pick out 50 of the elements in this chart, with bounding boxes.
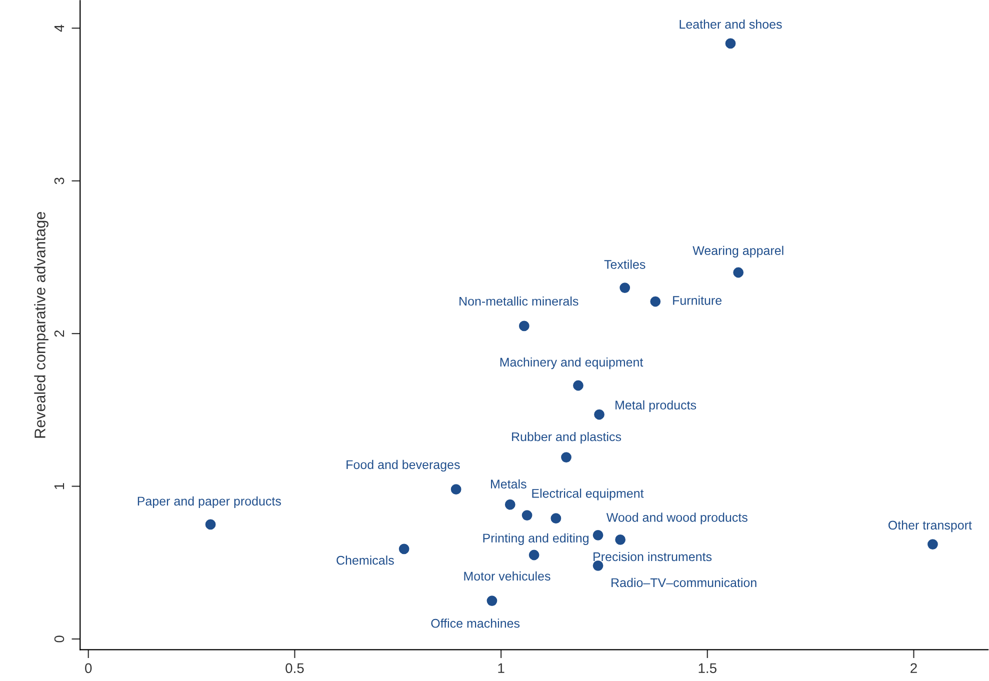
- annotation: Chemicals: [336, 556, 394, 565]
- point: [398, 544, 410, 554]
- y-tick-label: 3: [54, 178, 64, 184]
- annotation: Other transport: [888, 520, 972, 532]
- annotation: Wearing apparel: [692, 246, 784, 258]
- x-tick-label: 1: [498, 663, 504, 673]
- y-tick-label: 2: [54, 330, 64, 337]
- x-tick-label: 0.5: [286, 663, 304, 674]
- point: [592, 530, 604, 540]
- annotation: Paper and paper products: [138, 496, 281, 508]
- annotation: Furniture: [673, 296, 722, 305]
- annotation: Precision instruments: [594, 552, 712, 562]
- annotation: Rubber and plastics: [512, 432, 622, 444]
- annotation: Non-metallic minerals: [460, 296, 578, 306]
- annotation: Printing and editing: [483, 533, 588, 546]
- y-tick-label: 1: [54, 483, 64, 490]
- y-tick-label: 0: [54, 636, 64, 642]
- point: [486, 596, 498, 606]
- x-tick-label: 0: [85, 663, 92, 674]
- point: [522, 510, 532, 520]
- annotation: Metal products: [616, 400, 696, 412]
- point: [518, 320, 530, 332]
- annotation: Motor vehicules: [464, 571, 550, 581]
- point: [550, 513, 562, 524]
- annotation: Wood and wood products: [606, 512, 748, 524]
- point: [594, 409, 604, 420]
- annotation: Food and beverages: [346, 460, 460, 472]
- point: [504, 499, 516, 510]
- point: [650, 296, 661, 307]
- annotation: Textiles: [604, 260, 646, 269]
- annotation: Electrical equipment: [532, 488, 644, 500]
- annotation: Machinery and equipment: [500, 357, 644, 370]
- point: [733, 267, 744, 278]
- x-tick-label: 2: [910, 663, 917, 673]
- point: [528, 550, 540, 560]
- point: [928, 539, 938, 550]
- annotation: Leather and shoes: [680, 20, 782, 29]
- annotation: Metals: [491, 479, 526, 489]
- y-tick-label: 4: [54, 24, 64, 32]
- x-tick-label: 1.5: [698, 663, 716, 674]
- point: [615, 534, 626, 545]
- annotation: Radio–TV–communication: [612, 578, 756, 588]
- point: [620, 282, 630, 293]
- annotation: Office machines: [431, 618, 520, 628]
- point: [725, 38, 736, 49]
- y-axis-title: Revealed comparative advantage: [34, 212, 48, 438]
- point: [450, 484, 462, 495]
- point: [561, 452, 572, 462]
- point: [205, 519, 216, 530]
- point: [573, 380, 584, 391]
